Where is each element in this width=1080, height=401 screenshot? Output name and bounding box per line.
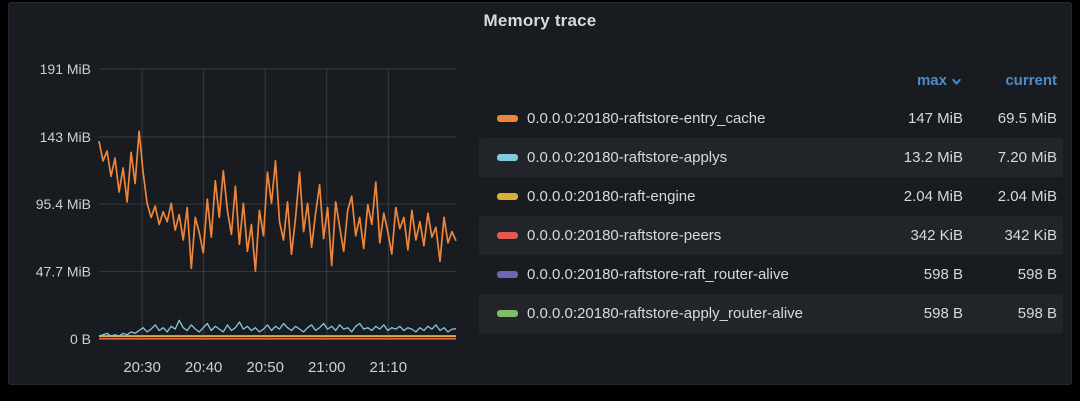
legend-row[interactable]: 0.0.0.0:20180-raftstore-peers 342 KiB 342 … bbox=[479, 216, 1063, 255]
x-axis-tick-label: 20:50 bbox=[246, 359, 284, 376]
legend-current-value: 69.5 MiB bbox=[997, 110, 1057, 127]
legend: max current 0.0.0.0:20180-raftstore-entr… bbox=[479, 61, 1063, 333]
x-axis-tick-label: 21:00 bbox=[308, 359, 346, 376]
legend-series-name[interactable]: 0.0.0.0:20180-raftstore-raft_router-aliv… bbox=[527, 266, 789, 283]
legend-series-name[interactable]: 0.0.0.0:20180-raftstore-peers bbox=[527, 227, 722, 244]
legend-series-name[interactable]: 0.0.0.0:20180-raftstore-entry_cache bbox=[527, 110, 766, 127]
x-axis-tick-label: 20:30 bbox=[123, 359, 161, 376]
legend-row[interactable]: 0.0.0.0:20180-raftstore-raft_router-aliv… bbox=[479, 255, 1063, 294]
series-line bbox=[98, 319, 457, 337]
series-color-swatch[interactable] bbox=[497, 232, 518, 239]
legend-sort-max-label: max bbox=[916, 71, 947, 89]
legend-current-value: 7.20 MiB bbox=[997, 149, 1057, 166]
x-axis-tick-label: 20:40 bbox=[185, 359, 223, 376]
series-color-swatch[interactable] bbox=[497, 310, 518, 317]
series-color-swatch[interactable] bbox=[497, 115, 518, 122]
chevron-down-icon bbox=[952, 78, 961, 85]
legend-max-value: 598 B bbox=[923, 266, 963, 283]
legend-series-name[interactable]: 0.0.0.0:20180-raft-engine bbox=[527, 188, 696, 205]
legend-current-value: 2.04 MiB bbox=[997, 188, 1057, 205]
series-color-swatch[interactable] bbox=[497, 193, 518, 200]
y-axis-tick-label: 0 B bbox=[70, 331, 91, 347]
legend-max-value: 2.04 MiB bbox=[903, 188, 963, 205]
legend-max-value: 13.2 MiB bbox=[903, 149, 963, 166]
legend-sort-max[interactable]: max bbox=[863, 72, 963, 89]
legend-header: max current bbox=[479, 61, 1063, 99]
y-axis-tick-label: 47.7 MiB bbox=[36, 264, 91, 280]
legend-current-value: 598 B bbox=[1017, 305, 1057, 322]
y-axis-tick-label: 143 MiB bbox=[40, 129, 91, 145]
legend-current-value: 342 KiB bbox=[1004, 227, 1057, 244]
legend-series-name[interactable]: 0.0.0.0:20180-raftstore-apply_router-ali… bbox=[527, 305, 803, 322]
x-axis-tick-label: 21:10 bbox=[370, 359, 408, 376]
legend-max-value: 598 B bbox=[923, 305, 963, 322]
legend-sort-current[interactable]: current bbox=[1005, 71, 1057, 89]
legend-row[interactable]: 0.0.0.0:20180-raftstore-entry_cache 147 M… bbox=[479, 99, 1063, 138]
legend-max-value: 342 KiB bbox=[910, 227, 963, 244]
legend-max-value: 147 MiB bbox=[907, 110, 963, 127]
series-color-swatch[interactable] bbox=[497, 154, 518, 161]
series-color-swatch[interactable] bbox=[497, 271, 518, 278]
series-line bbox=[98, 130, 457, 272]
memory-trace-panel: Memory trace 0 B 47.7 MiB 95.4 MiB 143 MiB 1… bbox=[8, 2, 1072, 385]
legend-rows: 0.0.0.0:20180-raftstore-entry_cache 147 M… bbox=[479, 99, 1063, 333]
panel-title[interactable]: Memory trace bbox=[483, 11, 597, 30]
legend-row[interactable]: 0.0.0.0:20180-raft-engine 2.04 MiB 2.04 Mi… bbox=[479, 177, 1063, 216]
y-axis-tick-label: 95.4 MiB bbox=[36, 196, 91, 212]
legend-row[interactable]: 0.0.0.0:20180-raftstore-apply_router-ali… bbox=[479, 294, 1063, 333]
legend-current-value: 598 B bbox=[1017, 266, 1057, 283]
y-axis-tick-label: 191 MiB bbox=[40, 61, 91, 77]
legend-row[interactable]: 0.0.0.0:20180-raftstore-applys 13.2 MiB 7.… bbox=[479, 138, 1063, 177]
time-series-chart: 0 B 47.7 MiB 95.4 MiB 143 MiB 191 MiB 20:30 20… bbox=[36, 61, 457, 376]
legend-series-name[interactable]: 0.0.0.0:20180-raftstore-applys bbox=[527, 149, 728, 166]
